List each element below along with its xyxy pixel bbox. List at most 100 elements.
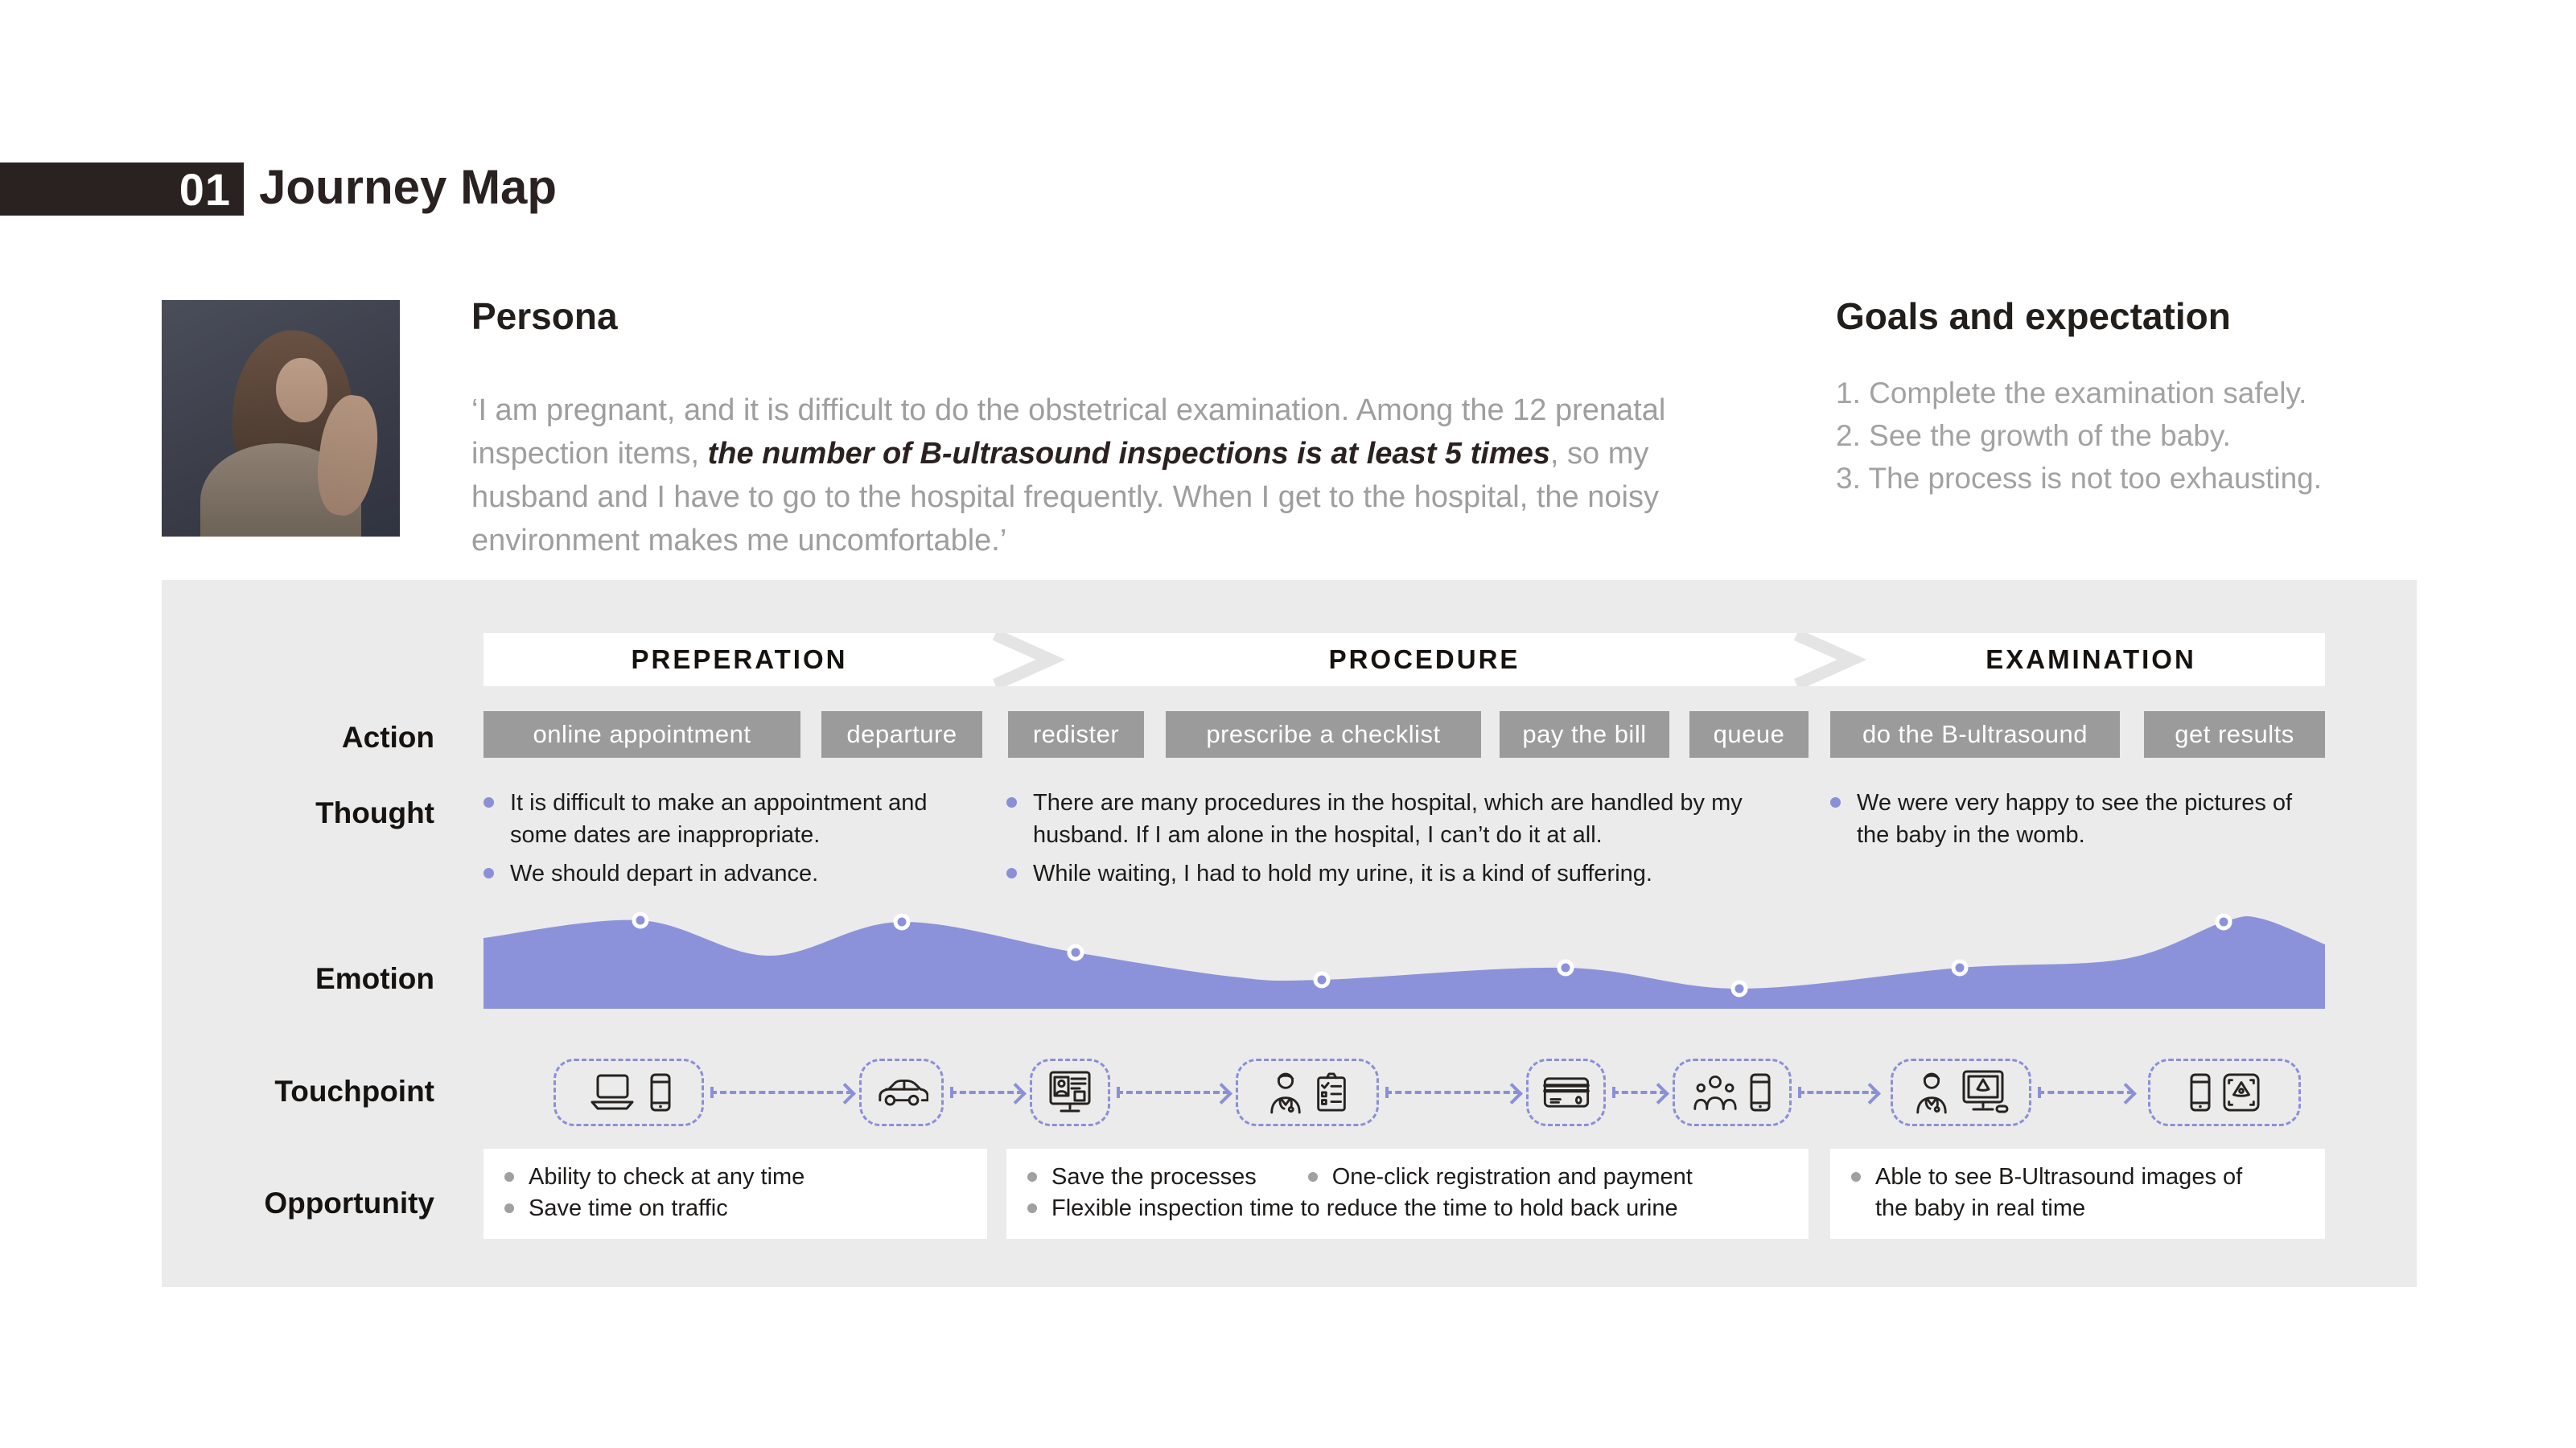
- opportunity-text: Save time on traffic: [529, 1195, 728, 1221]
- bullet-icon: [1830, 797, 1841, 808]
- chevron-right-icon: [992, 633, 1066, 686]
- opportunity-item: Ability to check at any time: [504, 1162, 979, 1193]
- opportunity-item: Able to see B-Ultrasound images of the b…: [1851, 1162, 2317, 1224]
- touchpoint-arrow: [950, 1087, 1023, 1098]
- thought-column-examination: We were very happy to see the pictures o…: [1830, 787, 2313, 858]
- bullet-icon: [1006, 868, 1017, 878]
- action-chip: queue: [1689, 711, 1809, 758]
- opportunity-item: Save the processes: [1027, 1162, 1257, 1193]
- opportunity-text: Flexible inspection time to reduce the t…: [1051, 1195, 1678, 1221]
- row-label-touchpoint: Touchpoint: [274, 1075, 434, 1108]
- goal-item: 3. The process is not too exhausting.: [1836, 462, 2323, 495]
- thought-item: There are many procedures in the hospita…: [1006, 787, 1811, 851]
- goals-list: 1. Complete the examination safely. 2. S…: [1836, 372, 2431, 500]
- thought-text: We were very happy to see the pictures o…: [1857, 790, 2293, 848]
- thought-item: While waiting, I had to hold my urine, i…: [1006, 858, 1811, 890]
- thought-text: We should depart in advance.: [510, 861, 819, 886]
- action-chip: online appointment: [484, 711, 800, 758]
- touchpoint-registration-kiosk: [1030, 1059, 1110, 1126]
- bullet-icon: [484, 797, 494, 808]
- queue-crowd-icon: [1693, 1075, 1737, 1110]
- persona-quote: ‘I am pregnant, and it is difficult to d…: [471, 389, 1734, 562]
- phase-procedure: PROCEDURE: [1328, 644, 1520, 674]
- laptop-icon: [591, 1074, 633, 1110]
- row-label-action: Action: [341, 721, 434, 754]
- bullet-icon: [1006, 797, 1017, 808]
- opportunity-box-examination: Able to see B-Ultrasound images of the b…: [1830, 1149, 2325, 1239]
- quote-part-3: , so my husband and I have to go to the …: [471, 437, 1659, 557]
- phase-chevron-separators: [992, 633, 1867, 686]
- opportunity-text: Ability to check at any time: [529, 1164, 805, 1190]
- chevron-right-icon: [1793, 633, 1867, 686]
- action-chip: do the B-ultrasound: [1830, 711, 2120, 758]
- touchpoint-phone-ultrasound-image: [2148, 1059, 2301, 1126]
- opportunity-box-preparation: Ability to check at any time Save time o…: [484, 1149, 987, 1239]
- row-label-opportunity: Opportunity: [264, 1187, 434, 1220]
- ultrasound-image-icon: [2223, 1073, 2260, 1112]
- action-chip: get results: [2144, 711, 2325, 758]
- touchpoint-car: [859, 1059, 944, 1126]
- phase-preparation: PREPERATION: [631, 644, 848, 674]
- bullet-icon: [1027, 1172, 1037, 1182]
- emotion-point: [1951, 959, 1969, 977]
- quote-part-emphasis: the number of B-ultrasound inspections i…: [707, 437, 1550, 471]
- bullet-icon: [504, 1172, 514, 1182]
- checklist-icon: [1317, 1072, 1346, 1112]
- emotion-point: [2215, 913, 2232, 931]
- bank-card-icon: [1542, 1077, 1590, 1108]
- thought-text: It is difficult to make an appointment a…: [510, 790, 928, 848]
- persona-photo: [162, 300, 400, 537]
- opportunity-item: Flexible inspection time to reduce the t…: [1027, 1193, 1800, 1224]
- goals-heading: Goals and expectation: [1836, 295, 2231, 337]
- doctor-icon: [1916, 1072, 1947, 1114]
- action-chip: pay the bill: [1500, 711, 1669, 758]
- touchpoint-arrow: [2038, 1087, 2134, 1098]
- thought-item: We were very happy to see the pictures o…: [1830, 787, 2313, 851]
- row-label-emotion: Emotion: [315, 962, 434, 995]
- emotion-area: [484, 915, 2325, 1009]
- thought-item: We should depart in advance.: [484, 858, 958, 890]
- thought-item: It is difficult to make an appointment a…: [484, 787, 958, 851]
- touchpoint-arrow: [1612, 1087, 1666, 1098]
- opportunity-text: Able to see B-Ultrasound images of the b…: [1875, 1164, 2243, 1221]
- goal-item: 2. See the growth of the baby.: [1836, 419, 2231, 452]
- car-icon: [878, 1079, 928, 1106]
- ultrasound-monitor-icon: [1962, 1070, 2008, 1113]
- bullet-icon: [1027, 1203, 1037, 1213]
- emotion-point: [1730, 980, 1748, 998]
- opportunity-text: Save the processes: [1051, 1164, 1257, 1190]
- goal-item: 1. Complete the examination safely.: [1836, 376, 2307, 409]
- phase-band: [484, 633, 2325, 686]
- touchpoint-arrow: [1385, 1087, 1520, 1098]
- persona-heading: Persona: [471, 295, 618, 337]
- touchpoint-bank-card: [1526, 1059, 1606, 1126]
- row-label-thought: Thought: [315, 796, 434, 829]
- quote-part-1: ‘I am pregnant, and it is difficult to d…: [471, 393, 1666, 471]
- opportunity-item: One-click registration and payment: [1307, 1162, 1693, 1193]
- thought-column-procedure: There are many procedures in the hospita…: [1006, 787, 1811, 896]
- action-chip: departure: [821, 711, 982, 758]
- smartphone-icon: [2190, 1073, 2211, 1112]
- section-number: 01: [179, 163, 231, 215]
- phase-examination: EXAMINATION: [1985, 644, 2196, 674]
- action-chip: redister: [1008, 711, 1144, 758]
- photo-face-shape: [276, 358, 327, 422]
- emotion-point: [632, 911, 649, 929]
- thought-text: While waiting, I had to hold my urine, i…: [1033, 861, 1652, 886]
- opportunity-item: Save time on traffic: [504, 1193, 979, 1224]
- emotion-curve: [484, 911, 2325, 1009]
- opportunity-text: One-click registration and payment: [1331, 1164, 1693, 1190]
- registration-kiosk-icon: [1049, 1071, 1091, 1113]
- bullet-icon: [484, 868, 494, 878]
- bullet-icon: [504, 1203, 514, 1213]
- emotion-point: [893, 913, 911, 931]
- bullet-icon: [1307, 1172, 1318, 1182]
- smartphone-icon: [650, 1073, 670, 1112]
- emotion-point: [1313, 971, 1331, 989]
- smartphone-icon: [1750, 1073, 1771, 1112]
- bullet-icon: [1851, 1172, 1861, 1182]
- thought-column-preparation: It is difficult to make an appointment a…: [484, 787, 958, 896]
- touchpoint-arrow: [1798, 1087, 1878, 1098]
- touchpoint-online-devices: [553, 1059, 704, 1126]
